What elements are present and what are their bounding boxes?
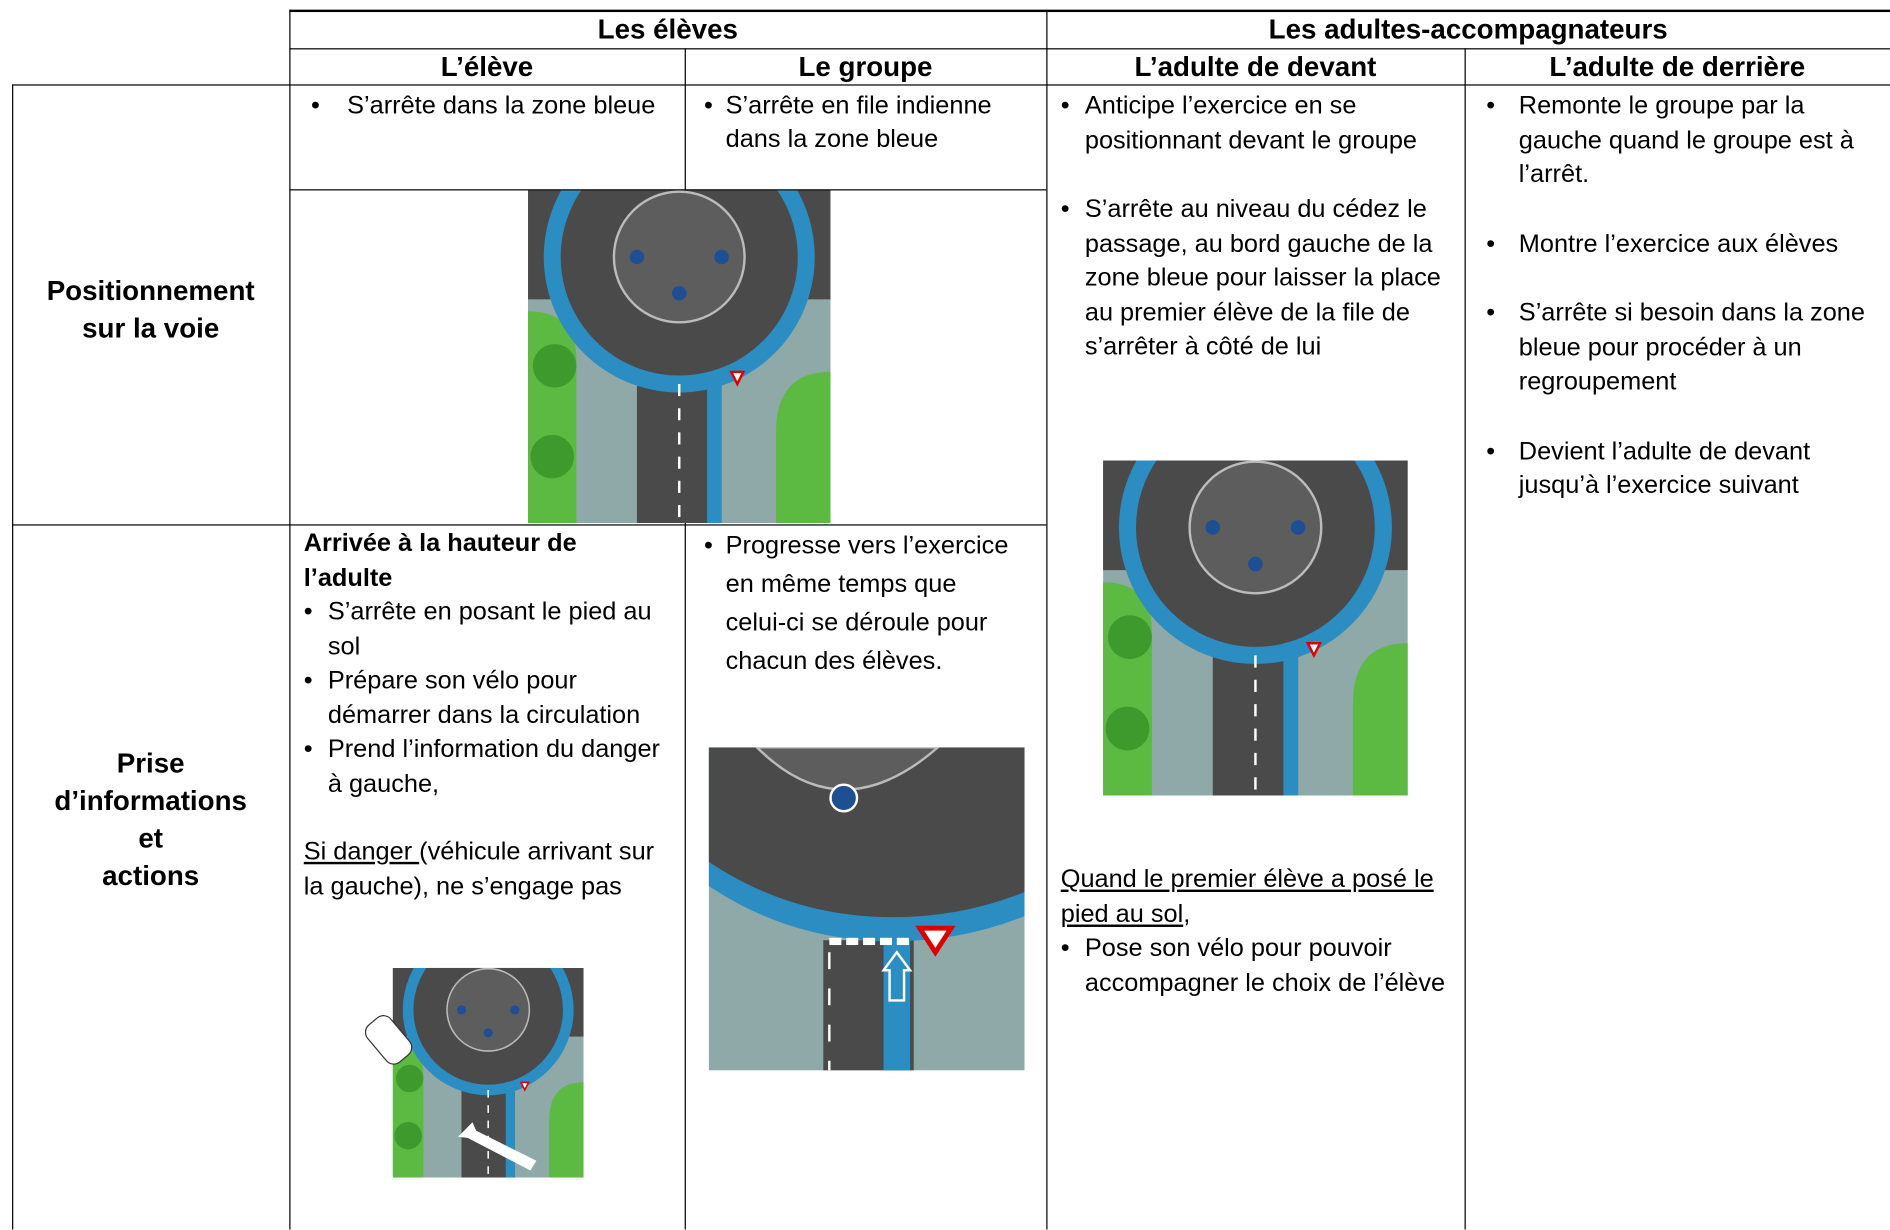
- heading: Arrivée à la hauteur de l’adulte: [303, 529, 577, 592]
- row-label: Positionnement sur la voie: [46, 274, 255, 344]
- border: [12, 84, 1890, 86]
- column-header: L’élève: [440, 50, 534, 82]
- border: [12, 524, 1047, 526]
- list-item: • Pose son vélo pour pouvoir accompagner …: [1061, 932, 1459, 1001]
- column-header: L’adulte de devant: [1134, 50, 1377, 82]
- text: S’arrête en posant le pied au sol: [327, 597, 652, 660]
- text: Devient l’adulte de devant jusqu’à l’exe…: [1518, 436, 1811, 500]
- cell: Arrivée à la hauteur de l’adulte • S’arrê…: [304, 527, 672, 904]
- cell: • Anticipe l’exercice en se positionnant …: [1061, 89, 1459, 364]
- paragraph: Si danger (véhicule arrivant sur la gauc…: [304, 835, 672, 904]
- text: Anticipe l’exercice en se positionnant d…: [1084, 91, 1418, 154]
- illustration: [708, 747, 1025, 1071]
- group-header: Les élèves: [597, 13, 738, 45]
- illustration: [527, 190, 832, 523]
- paragraph: Quand le premier élève a posé le pied au…: [1061, 863, 1459, 932]
- list-item: • Devient l’adulte de devant jusqu’à l’ex…: [1486, 435, 1890, 504]
- list-item: • Progresse vers l’exercice en même temps…: [704, 527, 1017, 681]
- list-item: • Prépare son vélo pour démarrer dans la …: [304, 664, 672, 733]
- border: [289, 9, 291, 1230]
- text: (véhicule arrivant sur la gauche), ne s’…: [303, 837, 655, 900]
- list-item: • Remonte le groupe par la gauche quand l…: [1486, 89, 1890, 192]
- row-label: Prise d’informations et actions: [54, 747, 247, 891]
- text: Prend l’information du danger à gauche,: [327, 735, 660, 798]
- illustration: [364, 967, 585, 1178]
- cell: Quand le premier élève a posé le pied au…: [1061, 863, 1459, 1000]
- text: Progresse vers l’exercice en même temps …: [725, 531, 1009, 676]
- text: ,: [1183, 899, 1191, 928]
- cell: • Remonte le groupe par la gauche quand l…: [1486, 89, 1890, 503]
- border: [1046, 9, 1048, 1230]
- text: Remonte le groupe par la gauche quand le…: [1518, 91, 1854, 189]
- border: [12, 84, 14, 1230]
- text: Montre l’exercice aux élèves: [1518, 229, 1839, 258]
- column-header: L’adulte de derrière: [1549, 50, 1806, 82]
- border: [289, 189, 1047, 191]
- list-item: • Prend l’information du danger à gauche,: [304, 733, 672, 802]
- list-item: • S’arrête au niveau du cédez le passage,…: [1061, 193, 1459, 365]
- list-item: • Anticipe l’exercice en se positionnant …: [1061, 89, 1459, 158]
- underlined-text: Quand le premier élève a posé le pied au…: [1060, 865, 1434, 928]
- text: S’arrête en file indienne dans la zone b…: [725, 91, 992, 154]
- text: Pose son vélo pour pouvoir accompagner l…: [1084, 934, 1446, 997]
- illustration: [1103, 460, 1408, 795]
- text: S’arrête dans la zone bleue: [347, 91, 656, 120]
- column-header: Le groupe: [798, 50, 933, 82]
- text: S’arrête si besoin dans la zone bleue po…: [1518, 298, 1865, 396]
- text: Prépare son vélo pour démarrer dans la c…: [327, 666, 641, 729]
- list-item: • S’arrête en posant le pied au sol: [304, 595, 672, 664]
- list-item: • S’arrête en file indienne dans la zone …: [704, 89, 1029, 157]
- border: [289, 9, 1890, 13]
- cell: • S’arrête dans la zone bleue: [311, 89, 673, 123]
- underlined-text: Si danger: [303, 837, 420, 866]
- group-header: Les adultes-accompagnateurs: [1268, 13, 1668, 45]
- border: [684, 48, 686, 1230]
- border: [289, 48, 1890, 50]
- list-item: • Montre l’exercice aux élèves: [1486, 227, 1890, 261]
- list-item: • S’arrête dans la zone bleue: [311, 89, 673, 123]
- border: [1464, 48, 1466, 1230]
- cell: • Progresse vers l’exercice en même temps…: [704, 527, 1017, 681]
- list-item: • S’arrête si besoin dans la zone bleue p…: [1486, 297, 1890, 400]
- cell: • S’arrête en file indienne dans la zone …: [704, 89, 1029, 157]
- text: S’arrête au niveau du cédez le passage, …: [1084, 195, 1441, 361]
